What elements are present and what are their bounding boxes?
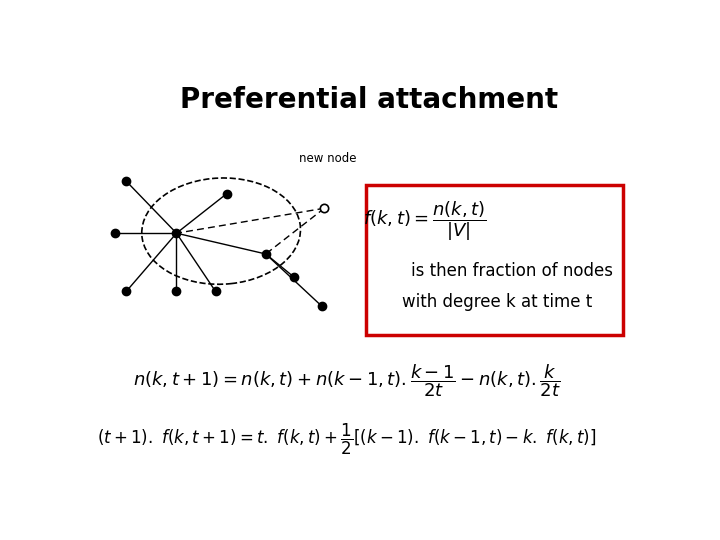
FancyBboxPatch shape bbox=[366, 185, 623, 335]
Text: Preferential attachment: Preferential attachment bbox=[180, 85, 558, 113]
Text: $f(k,t)=\dfrac{n(k,t)}{|V|}$: $f(k,t)=\dfrac{n(k,t)}{|V|}$ bbox=[363, 199, 487, 242]
Text: $n(k,t+1)=n(k,t)+n(k-1,t).\dfrac{k-1}{2t}-n(k,t).\dfrac{k}{2t}$: $n(k,t+1)=n(k,t)+n(k-1,t).\dfrac{k-1}{2t… bbox=[132, 362, 561, 399]
Text: new node: new node bbox=[300, 152, 356, 165]
Text: $(t+1).\ f(k,t+1)=t.\ f(k,t)+\dfrac{1}{2}\left[(k-1).\ f(k-1,t)-k.\ f(k,t)\right: $(t+1).\ f(k,t+1)=t.\ f(k,t)+\dfrac{1}{2… bbox=[97, 421, 596, 457]
Text: is then fraction of nodes: is then fraction of nodes bbox=[411, 261, 613, 280]
Text: with degree k at time t: with degree k at time t bbox=[402, 293, 593, 311]
